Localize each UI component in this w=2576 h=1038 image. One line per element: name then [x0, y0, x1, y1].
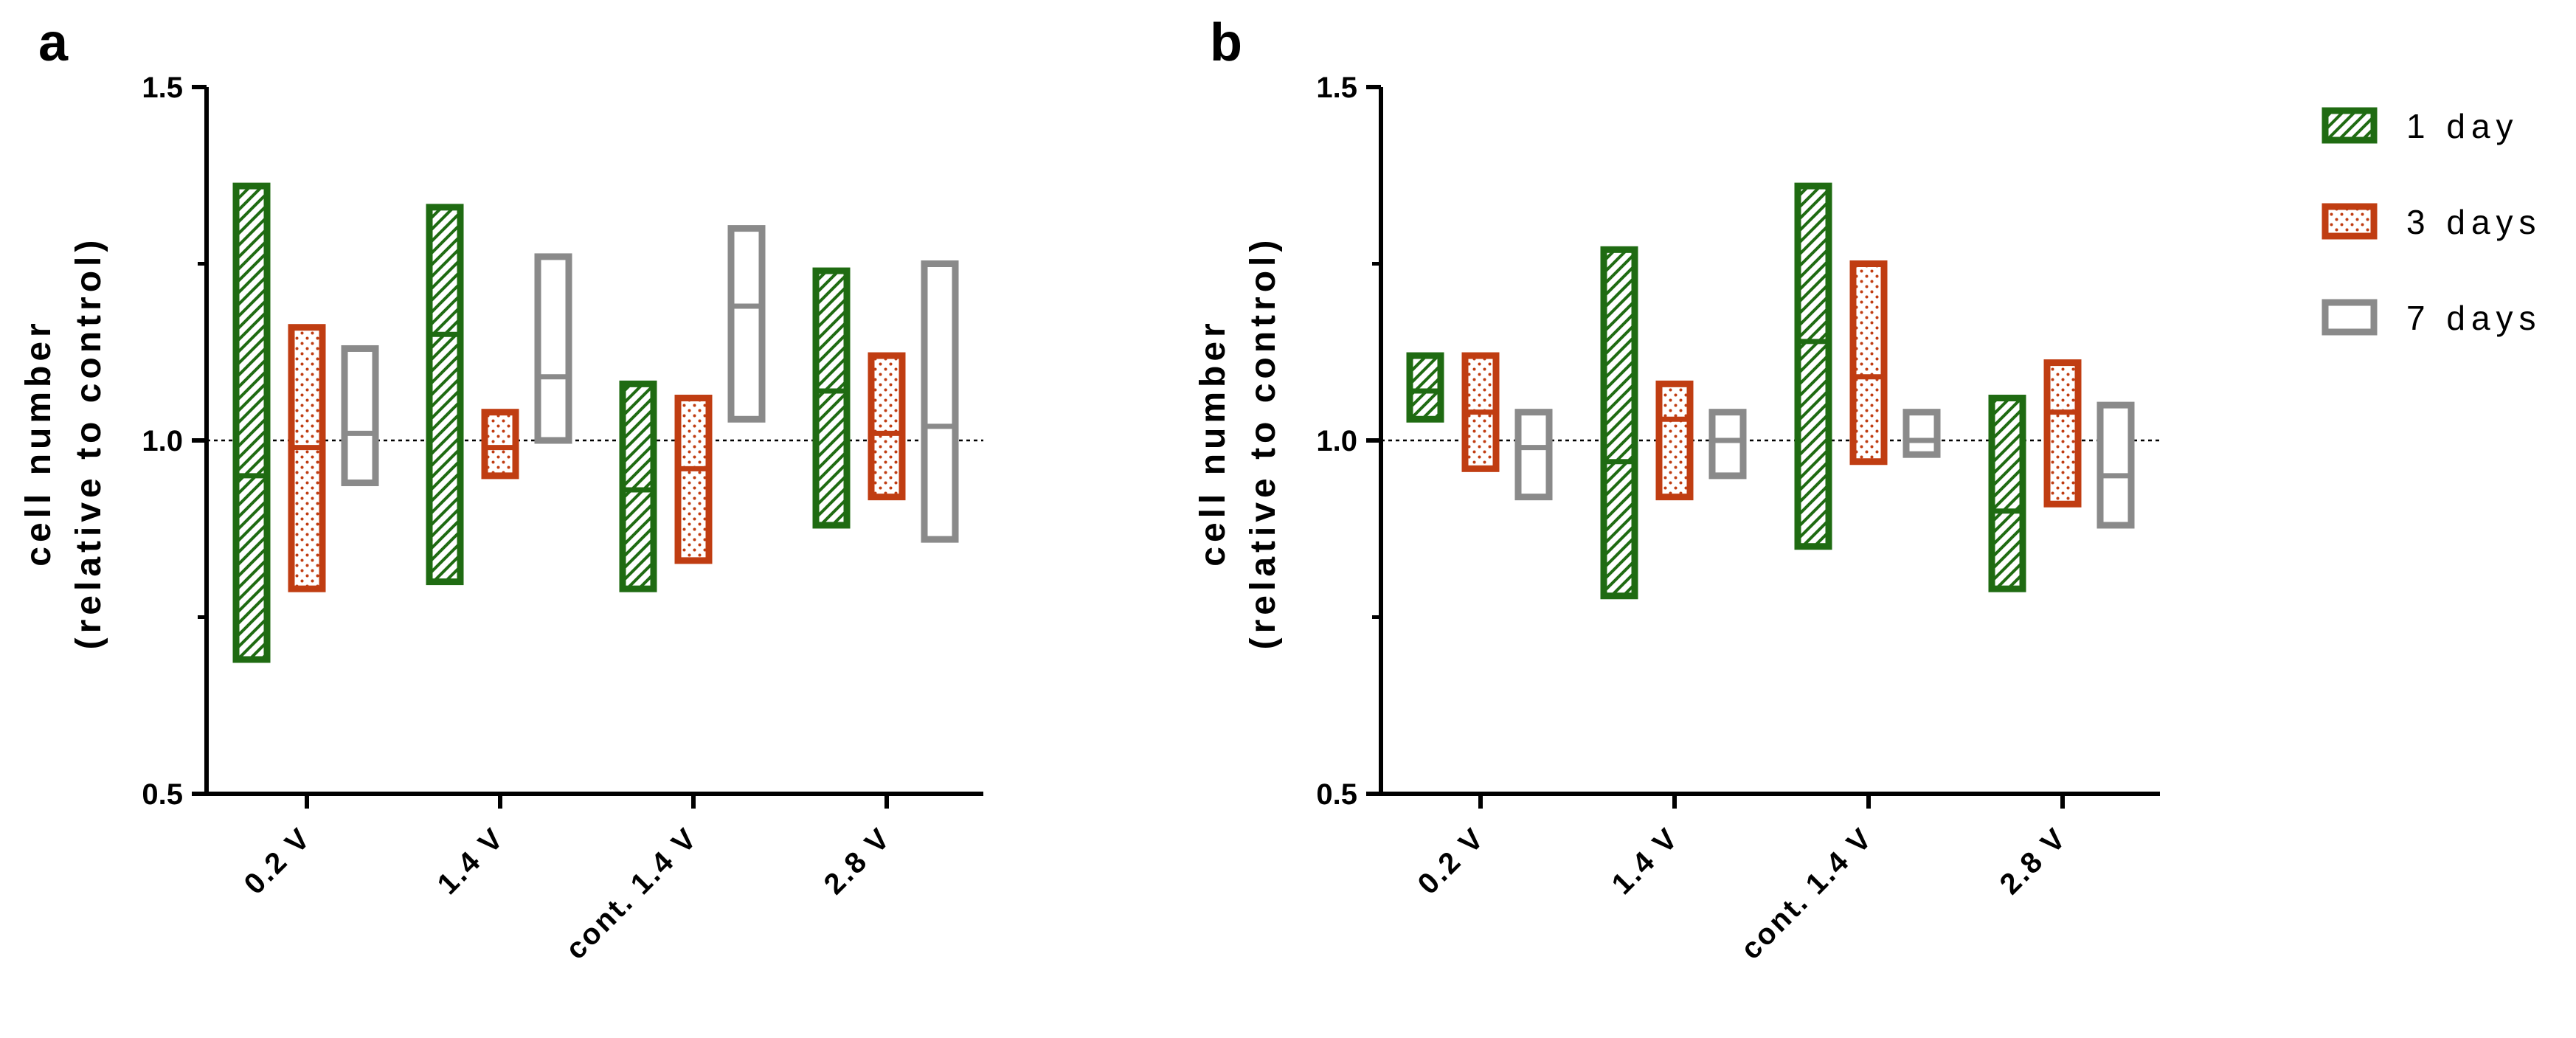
y-axis-title-b: cell number (relative to control): [1194, 236, 1283, 650]
legend-label-day1: 1 day: [2406, 107, 2519, 145]
bar-a-day1-0: [232, 182, 271, 663]
x-tick-label-b: 2.8 V: [1994, 821, 2074, 901]
y-axis-title-b-line2: (relative to control): [1244, 236, 1283, 650]
x-tick-label-b: 1.4 V: [1606, 821, 1686, 901]
y-axis-title-b-line1: cell number: [1194, 319, 1233, 566]
bar-a-day3-0: [288, 324, 326, 592]
bar-a-day1-1: [426, 204, 464, 586]
bar-b-day1-2: [1794, 182, 1832, 550]
bar-a-day3-1: [481, 409, 519, 480]
panel-b: cell number (relative to control) 0.5 1.0…: [1194, 72, 2160, 966]
x-axis-labels-a: 0.2 V 1.4 V cont. 1.4 V 2.8 V: [238, 821, 898, 966]
y-axis-title-a-line1: cell number: [19, 319, 58, 566]
legend-swatch-day3: [2321, 203, 2378, 240]
bar-a-day7-1: [534, 253, 572, 444]
bar-b-day1-3: [1988, 395, 2026, 592]
bars-b: [1406, 182, 2135, 600]
y-axis-title-a: cell number (relative to control): [19, 236, 108, 650]
y-tick-label-a: 1.0: [142, 425, 183, 457]
legend: 1 day 3 days 7 days: [2321, 107, 2542, 337]
bar-a-day7-3: [921, 260, 959, 543]
y-tick-label-a: 1.5: [142, 72, 183, 104]
bar-a-day3-3: [868, 352, 906, 501]
legend-label-day3: 3 days: [2406, 203, 2542, 241]
bar-b-day7-2: [1902, 409, 1941, 458]
y-tick-label-b: 1.0: [1316, 425, 1357, 457]
y-tick-label-a: 0.5: [142, 778, 183, 811]
x-axis-a: [204, 792, 983, 809]
legend-swatch-day7: [2321, 299, 2378, 336]
legend-label-day7: 7 days: [2406, 299, 2542, 337]
y-axis-b: 0.5 1.0 1.5: [1316, 72, 1383, 811]
x-tick-label-a: 2.8 V: [818, 821, 898, 901]
panel-letter-a: a: [38, 13, 69, 72]
x-axis-labels-b: 0.2 V 1.4 V cont. 1.4 V 2.8 V: [1412, 821, 2074, 966]
x-tick-label-b: 0.2 V: [1412, 821, 1492, 901]
x-axis-b: [1379, 792, 2160, 809]
x-tick-label-a: cont. 1.4 V: [559, 821, 704, 966]
y-axis-a: 0.5 1.0 1.5: [142, 72, 209, 811]
y-tick-label-b: 1.5: [1316, 72, 1357, 104]
y-axis-title-a-line2: (relative to control): [69, 236, 108, 650]
panel-a: cell number (relative to control) 0.5 1.0…: [19, 72, 983, 966]
x-tick-label-b: cont. 1.4 V: [1734, 821, 1879, 966]
bar-b-day7-0: [1514, 409, 1553, 501]
bar-b-day3-2: [1849, 260, 1888, 466]
bar-b-day7-3: [2097, 401, 2135, 529]
x-tick-label-a: 0.2 V: [238, 821, 318, 901]
bars-a: [232, 182, 959, 663]
bar-a-day1-3: [812, 267, 851, 529]
x-tick-label-a: 1.4 V: [432, 821, 511, 901]
bar-b-day3-1: [1655, 380, 1694, 501]
y-tick-label-b: 0.5: [1316, 778, 1357, 811]
bar-a-day1-2: [619, 380, 657, 592]
bar-a-day7-0: [341, 345, 379, 486]
panel-letter-b: b: [1210, 13, 1242, 72]
bar-b-day3-3: [2043, 359, 2082, 508]
bar-a-day3-2: [674, 395, 713, 564]
bar-a-day7-2: [727, 225, 766, 423]
bar-b-day7-1: [1708, 409, 1747, 480]
legend-swatch-day1: [2321, 107, 2378, 144]
bar-b-day1-1: [1600, 246, 1638, 600]
bar-b-day1-0: [1406, 352, 1444, 423]
